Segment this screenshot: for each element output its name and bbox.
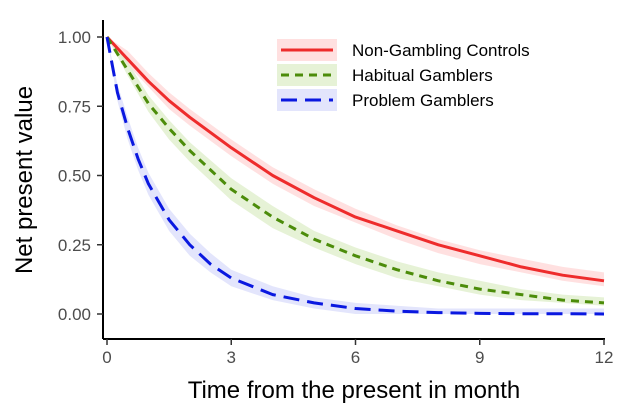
- series-lines: [105, 35, 605, 316]
- legend: Non-Gambling Controls Habitual Gamblers Pr…: [277, 39, 530, 111]
- legend-label-habitual-gamblers: Habitual Gamblers: [352, 66, 493, 85]
- y-tick-label: 0.75: [58, 97, 91, 116]
- axes: [102, 20, 605, 340]
- line-non-gambling-controls: [105, 35, 605, 283]
- x-tick-label: 9: [475, 348, 484, 367]
- line-problem-gamblers: [105, 36, 605, 316]
- line-habitual-gamblers: [105, 36, 605, 305]
- y-tick-label: 0.50: [58, 167, 91, 186]
- x-tick-label: 12: [595, 348, 614, 367]
- legend-label-non-gambling-controls: Non-Gambling Controls: [352, 41, 530, 60]
- x-tick-label: 0: [102, 348, 111, 367]
- legend-label-problem-gamblers: Problem Gamblers: [352, 91, 494, 110]
- x-tick-label: 6: [351, 348, 360, 367]
- y-axis-title: Net present value: [11, 86, 38, 274]
- x-ticks: 0 3 6 9 12: [102, 339, 613, 367]
- y-ticks: 0.00 0.25 0.50 0.75 1.00: [58, 28, 103, 324]
- band-habitual-gamblers: [107, 37, 604, 306]
- x-axis-title: Time from the present in month: [188, 377, 521, 404]
- confidence-bands: [107, 37, 604, 314]
- y-tick-label: 0.25: [58, 236, 91, 255]
- x-tick-label: 3: [227, 348, 236, 367]
- legend-key-band: [277, 64, 337, 86]
- y-tick-label: 0.00: [58, 305, 91, 324]
- y-tick-label: 1.00: [58, 28, 91, 47]
